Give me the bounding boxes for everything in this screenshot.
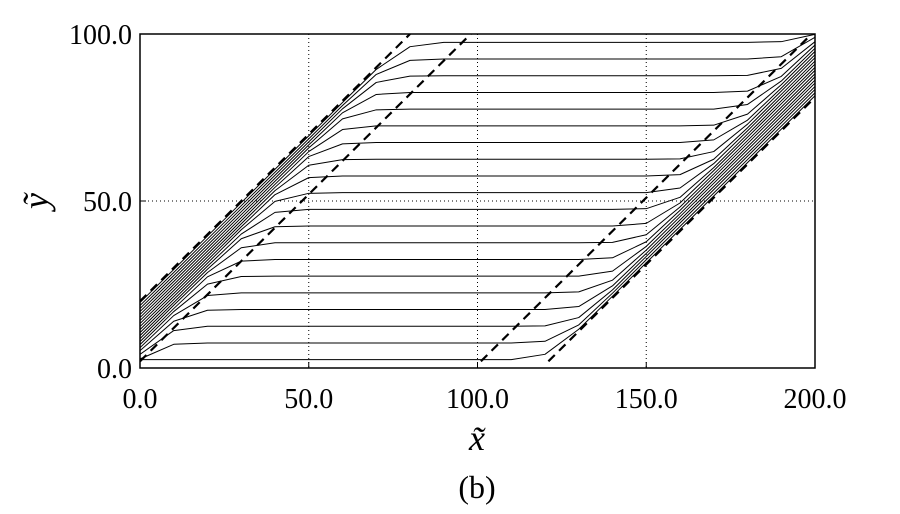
streamline <box>140 44 815 312</box>
streamline <box>140 89 815 355</box>
dashed-line <box>547 96 815 363</box>
dashed-line <box>480 34 813 363</box>
streamline <box>140 34 815 303</box>
streamline <box>140 36 815 306</box>
streamline <box>140 92 815 360</box>
streamline <box>140 79 815 345</box>
x-axis-label: x̃ <box>468 418 486 458</box>
dashed-line <box>140 34 411 302</box>
y-tick-label: 100.0 <box>69 20 132 51</box>
streamline <box>140 70 815 336</box>
streamline <box>140 63 815 330</box>
streamline <box>140 86 815 352</box>
streamline <box>140 76 815 342</box>
streamline <box>140 60 815 327</box>
dashed-line <box>140 34 472 363</box>
y-axis-label: ỹ <box>16 192 56 212</box>
streamline <box>140 82 815 348</box>
x-tick-label: 50.0 <box>284 384 333 415</box>
x-tick-label: 0.0 <box>123 384 158 415</box>
streamline <box>140 57 815 324</box>
streamline <box>140 51 815 318</box>
x-tick-label: 100.0 <box>446 384 509 415</box>
y-tick-label: 50.0 <box>83 187 132 218</box>
streamline <box>140 73 815 339</box>
caption: (b) <box>458 469 495 505</box>
x-tick-label: 150.0 <box>615 384 678 415</box>
ticks: 0.0 50.0 100.0 150.0 200.0 0.0 50.0 100.0 <box>69 20 847 415</box>
y-tick-label: 0.0 <box>97 354 132 385</box>
x-tick-label: 200.0 <box>784 384 847 415</box>
streamline <box>140 54 815 321</box>
streamline <box>140 41 815 309</box>
plot-lines <box>140 34 815 363</box>
streamline <box>140 67 815 333</box>
streamline <box>140 48 815 315</box>
streamline <box>140 95 815 361</box>
